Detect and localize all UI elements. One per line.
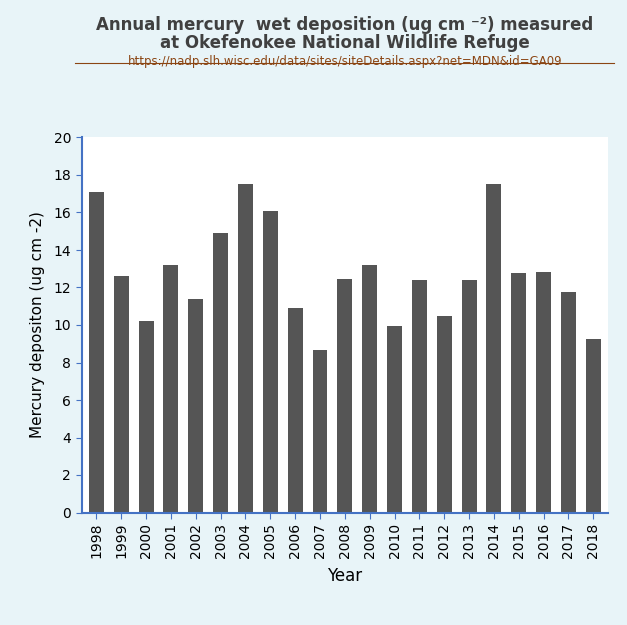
Bar [139,321,154,512]
Bar [461,280,477,512]
Bar [337,279,352,512]
Bar [288,308,303,512]
Text: at Okefenokee National Wildlife Refuge: at Okefenokee National Wildlife Refuge [160,34,530,52]
Bar [312,350,327,512]
Y-axis label: Mercury depositon (ug cm -2): Mercury depositon (ug cm -2) [30,211,45,439]
Bar [164,265,179,512]
Bar [188,299,203,512]
Bar [213,233,228,512]
Bar [362,265,377,512]
Text: Annual mercury  wet deposition (ug cm ⁻²) measured: Annual mercury wet deposition (ug cm ⁻²)… [96,16,594,34]
Bar [89,192,104,512]
Bar [437,316,451,512]
Bar [536,272,551,512]
Bar [511,274,526,512]
Bar [412,280,427,512]
Bar [263,211,278,512]
Bar [487,184,502,512]
Bar [238,184,253,512]
Text: https://nadp.slh.wisc.edu/data/sites/siteDetails.aspx?net=MDN&id=GA09: https://nadp.slh.wisc.edu/data/sites/sit… [127,55,562,68]
Bar [586,339,601,512]
Bar [114,276,129,512]
Bar [387,326,402,512]
X-axis label: Year: Year [327,567,362,585]
Bar [561,292,576,512]
